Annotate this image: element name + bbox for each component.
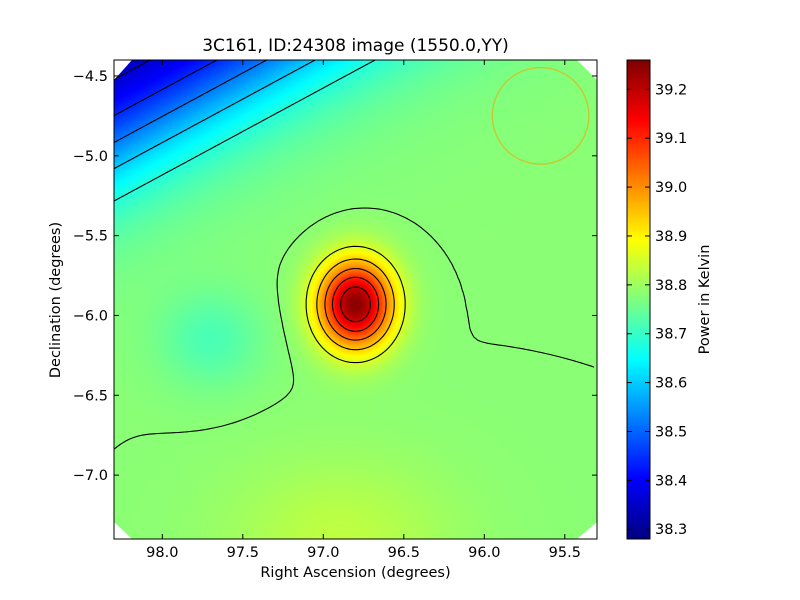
colorbar-tick-label: 38.4 (655, 473, 687, 489)
contour-lines (114, 60, 595, 450)
x-tick-label: 96.5 (388, 545, 420, 561)
contour-line (316, 258, 395, 351)
heatmap-image (114, 60, 597, 539)
x-tick-label: 95.5 (549, 545, 581, 561)
circle-marker (491, 66, 590, 165)
y-tick-label: −6.0 (73, 308, 108, 324)
x-tick-label: 96.0 (468, 545, 500, 561)
contour-line (114, 60, 267, 143)
contour-line (340, 286, 371, 323)
colorbar-tick-label: 39.2 (655, 82, 687, 98)
x-axis: 98.0 97.5 97.0 96.5 96.0 95.5 (146, 60, 581, 561)
colorbar: 38.3 38.4 38.5 38.6 38.7 38.8 38.9 39.0 39.1 39.2… (626, 59, 713, 540)
x-tick-label: 97.5 (227, 545, 259, 561)
colorbar-tick-label: 38.6 (655, 376, 687, 392)
colorbar-tick-label: 38.9 (655, 229, 687, 245)
colorbar-frame (626, 59, 651, 540)
y-tick-label: −5.5 (73, 229, 108, 245)
colorbar-tick-label: 38.7 (655, 327, 687, 343)
contour-line (114, 60, 151, 80)
y-axis: −4.5 −5.0 −5.5 −6.0 −6.5 −7.0 (73, 69, 597, 484)
y-tick-label: −5.0 (73, 149, 108, 165)
y-tick-label: −7.0 (73, 468, 108, 484)
contour-line (114, 60, 376, 202)
colorbar-tick-label: 38.3 (655, 522, 687, 538)
colorbar-tick-label: 39.0 (655, 180, 687, 196)
contour-line (114, 60, 218, 117)
x-axis-label: Right Ascension (degrees) (260, 565, 450, 581)
contour-line (114, 207, 595, 450)
plot-frame (113, 59, 598, 540)
marker-layer (491, 66, 590, 165)
x-tick-label: 98.0 (146, 545, 178, 561)
contour-line (324, 268, 387, 341)
colorbar-ticks: 38.3 38.4 38.5 38.6 38.7 38.8 38.9 39.0 39.1 39.2 (627, 82, 687, 538)
contour-line (114, 60, 316, 170)
contour-line (305, 245, 406, 364)
plot-area: 98.0 97.5 97.0 96.5 96.0 95.5 −4.5 −5.0 −5.5 −6.… (73, 59, 598, 561)
y-tick-label: −4.5 (73, 69, 108, 85)
y-tick-label: −6.5 (73, 388, 108, 404)
colorbar-tick-label: 38.5 (655, 424, 687, 440)
colorbar-tick-label: 38.8 (655, 278, 687, 294)
x-tick-label: 97.0 (307, 545, 339, 561)
colorbar-label: Power in Kelvin (697, 245, 713, 355)
y-axis-label: Declination (degrees) (48, 222, 64, 378)
colorbar-gradient (627, 60, 650, 539)
chart-title: 3C161, ID:24308 image (1550.0,YY) (202, 36, 509, 56)
colorbar-tick-label: 39.1 (655, 131, 687, 147)
contour-line (331, 276, 380, 332)
